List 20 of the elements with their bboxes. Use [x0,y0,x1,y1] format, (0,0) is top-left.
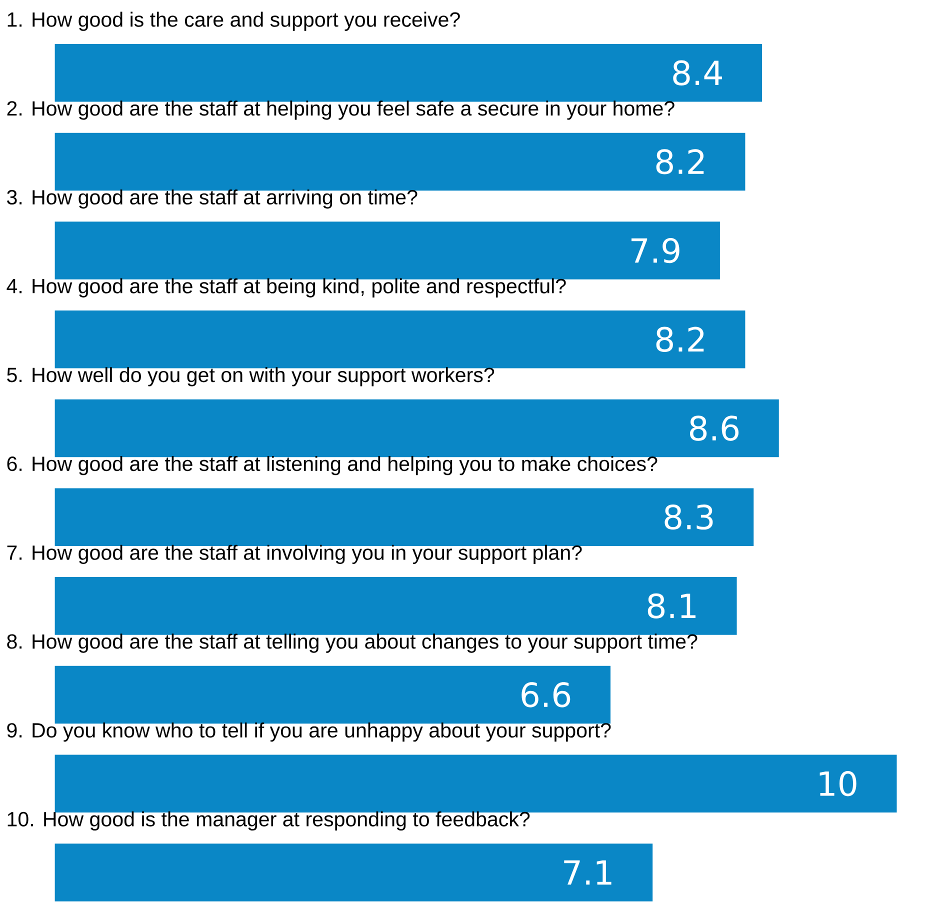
data-label: 6.6 [522,682,570,708]
data-label: 8.6 [690,415,739,441]
data-label: 8.2 [656,326,704,352]
data-label: 10 [820,770,856,796]
y-tick-label: 7. How good are the staff at involving you in your support plan? [7,544,582,564]
data-label: 7.9 [632,238,680,263]
y-tick-label: 10. How good is the manager at responding to feedback? [8,811,530,830]
y-tick-label: 6. How good are the staff at listening and helping you to make choices? [7,456,658,475]
data-label: 7.1 [564,860,612,884]
data-label: 8.1 [648,593,696,618]
y-tick-label: 3. How good are the staff at arriving on time? [7,189,418,208]
y-tick-label: 4. How good are the staff at being kind, polite and respectful? [6,278,566,298]
y-tick-label: 8. How good are the staff at telling you about changes to your support time? [7,633,698,653]
y-tick-label: 5. How well do you get on with your support workers? [7,366,494,386]
data-label: 8.3 [664,504,713,530]
y-tick-label: 1. How good is the care and support you receive? [8,12,460,31]
y-tick-label: 2. How good are the staff at helping you feel safe a secure in your home? [7,100,674,120]
data-label: 8.4 [673,60,722,86]
y-tick-label: 9. Do you know who to tell if you are unhappy about your support? [7,722,611,742]
data-label: 8.2 [656,148,704,174]
